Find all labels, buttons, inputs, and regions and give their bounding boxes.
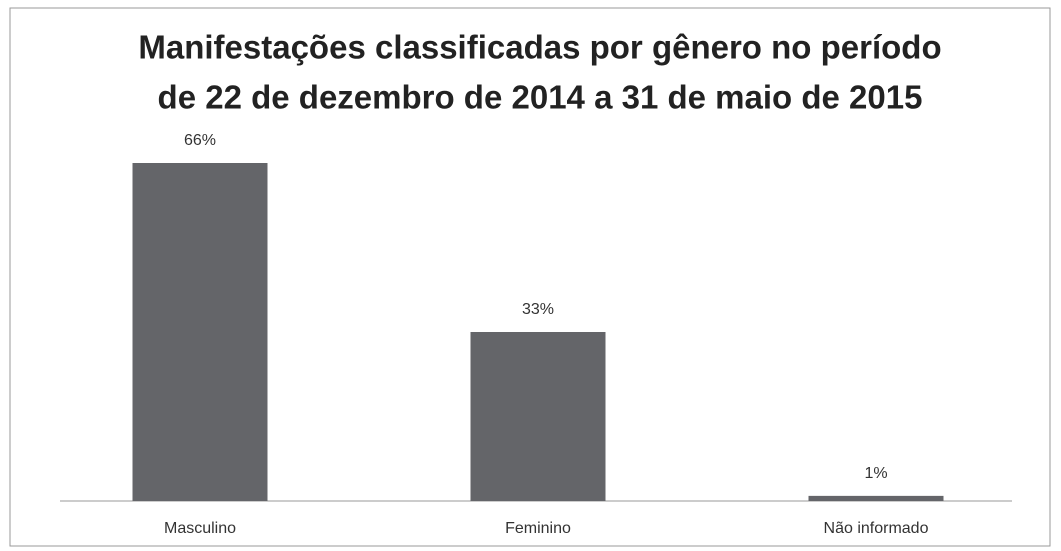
- value-label: 1%: [864, 465, 887, 482]
- chart-title: Manifestações classificadas por gênero n…: [138, 29, 941, 66]
- value-label: 66%: [184, 132, 216, 149]
- x-tick-label: Não informado: [824, 520, 929, 537]
- bar: [470, 332, 606, 501]
- x-tick-label: Feminino: [505, 520, 571, 537]
- value-label: 33%: [522, 301, 554, 318]
- bar: [808, 495, 944, 501]
- bar: [132, 163, 268, 501]
- x-tick-label: Masculino: [164, 520, 236, 537]
- chart-title: de 22 de dezembro de 2014 a 31 de maio d…: [158, 79, 923, 116]
